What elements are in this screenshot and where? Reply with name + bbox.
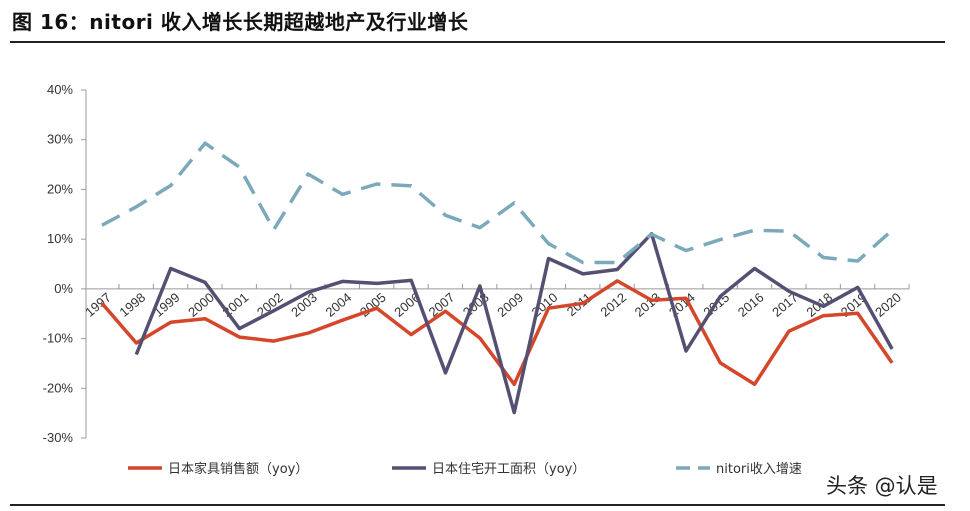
x-tick-label: 2002	[254, 290, 286, 320]
series-line-2	[101, 141, 894, 265]
legend-label: 日本家具销售额（yoy）	[168, 461, 308, 477]
y-tick-label: -10%	[43, 331, 74, 346]
legend: 日本家具销售额（yoy） 日本住宅开工面积（yoy） nitori收入增速	[128, 461, 802, 477]
y-tick-label: 0%	[54, 281, 73, 296]
legend-label: nitori收入增速	[716, 462, 802, 477]
x-tick-label: 2020	[872, 290, 904, 320]
y-tick-label: 20%	[47, 181, 73, 196]
watermark: 头条 @认是	[826, 474, 938, 498]
y-tick-label: -30%	[43, 430, 74, 445]
y-tick-label: -20%	[43, 380, 74, 395]
x-tick-label: 2012	[597, 290, 629, 320]
series-group	[100, 141, 894, 415]
x-tick-label: 2013	[632, 290, 664, 320]
x-tick-label: 2006	[391, 290, 423, 320]
x-tick-label: 2004	[323, 290, 355, 320]
x-tick-label: 1998	[116, 290, 148, 320]
y-tick-label: 30%	[47, 132, 73, 147]
x-tick-label: 2016	[735, 290, 767, 320]
legend-label: 日本住宅开工面积（yoy）	[432, 462, 585, 477]
bottom-divider	[10, 504, 945, 506]
x-tick-label: 1997	[82, 290, 114, 320]
series-line-0	[100, 279, 894, 387]
figure-title: 图 16：nitori 收入增长长期超越地产及行业增长	[12, 10, 469, 34]
y-tick-label: 40%	[47, 82, 73, 97]
y-tick-label: 10%	[47, 231, 73, 246]
x-tick-label: 2009	[494, 290, 526, 320]
x-tick-label: 2001	[220, 290, 252, 320]
title-divider	[10, 41, 945, 43]
axes: 40%30%20%10%0%-10%-20%-30%1997 1998 1999 20…	[43, 82, 910, 445]
